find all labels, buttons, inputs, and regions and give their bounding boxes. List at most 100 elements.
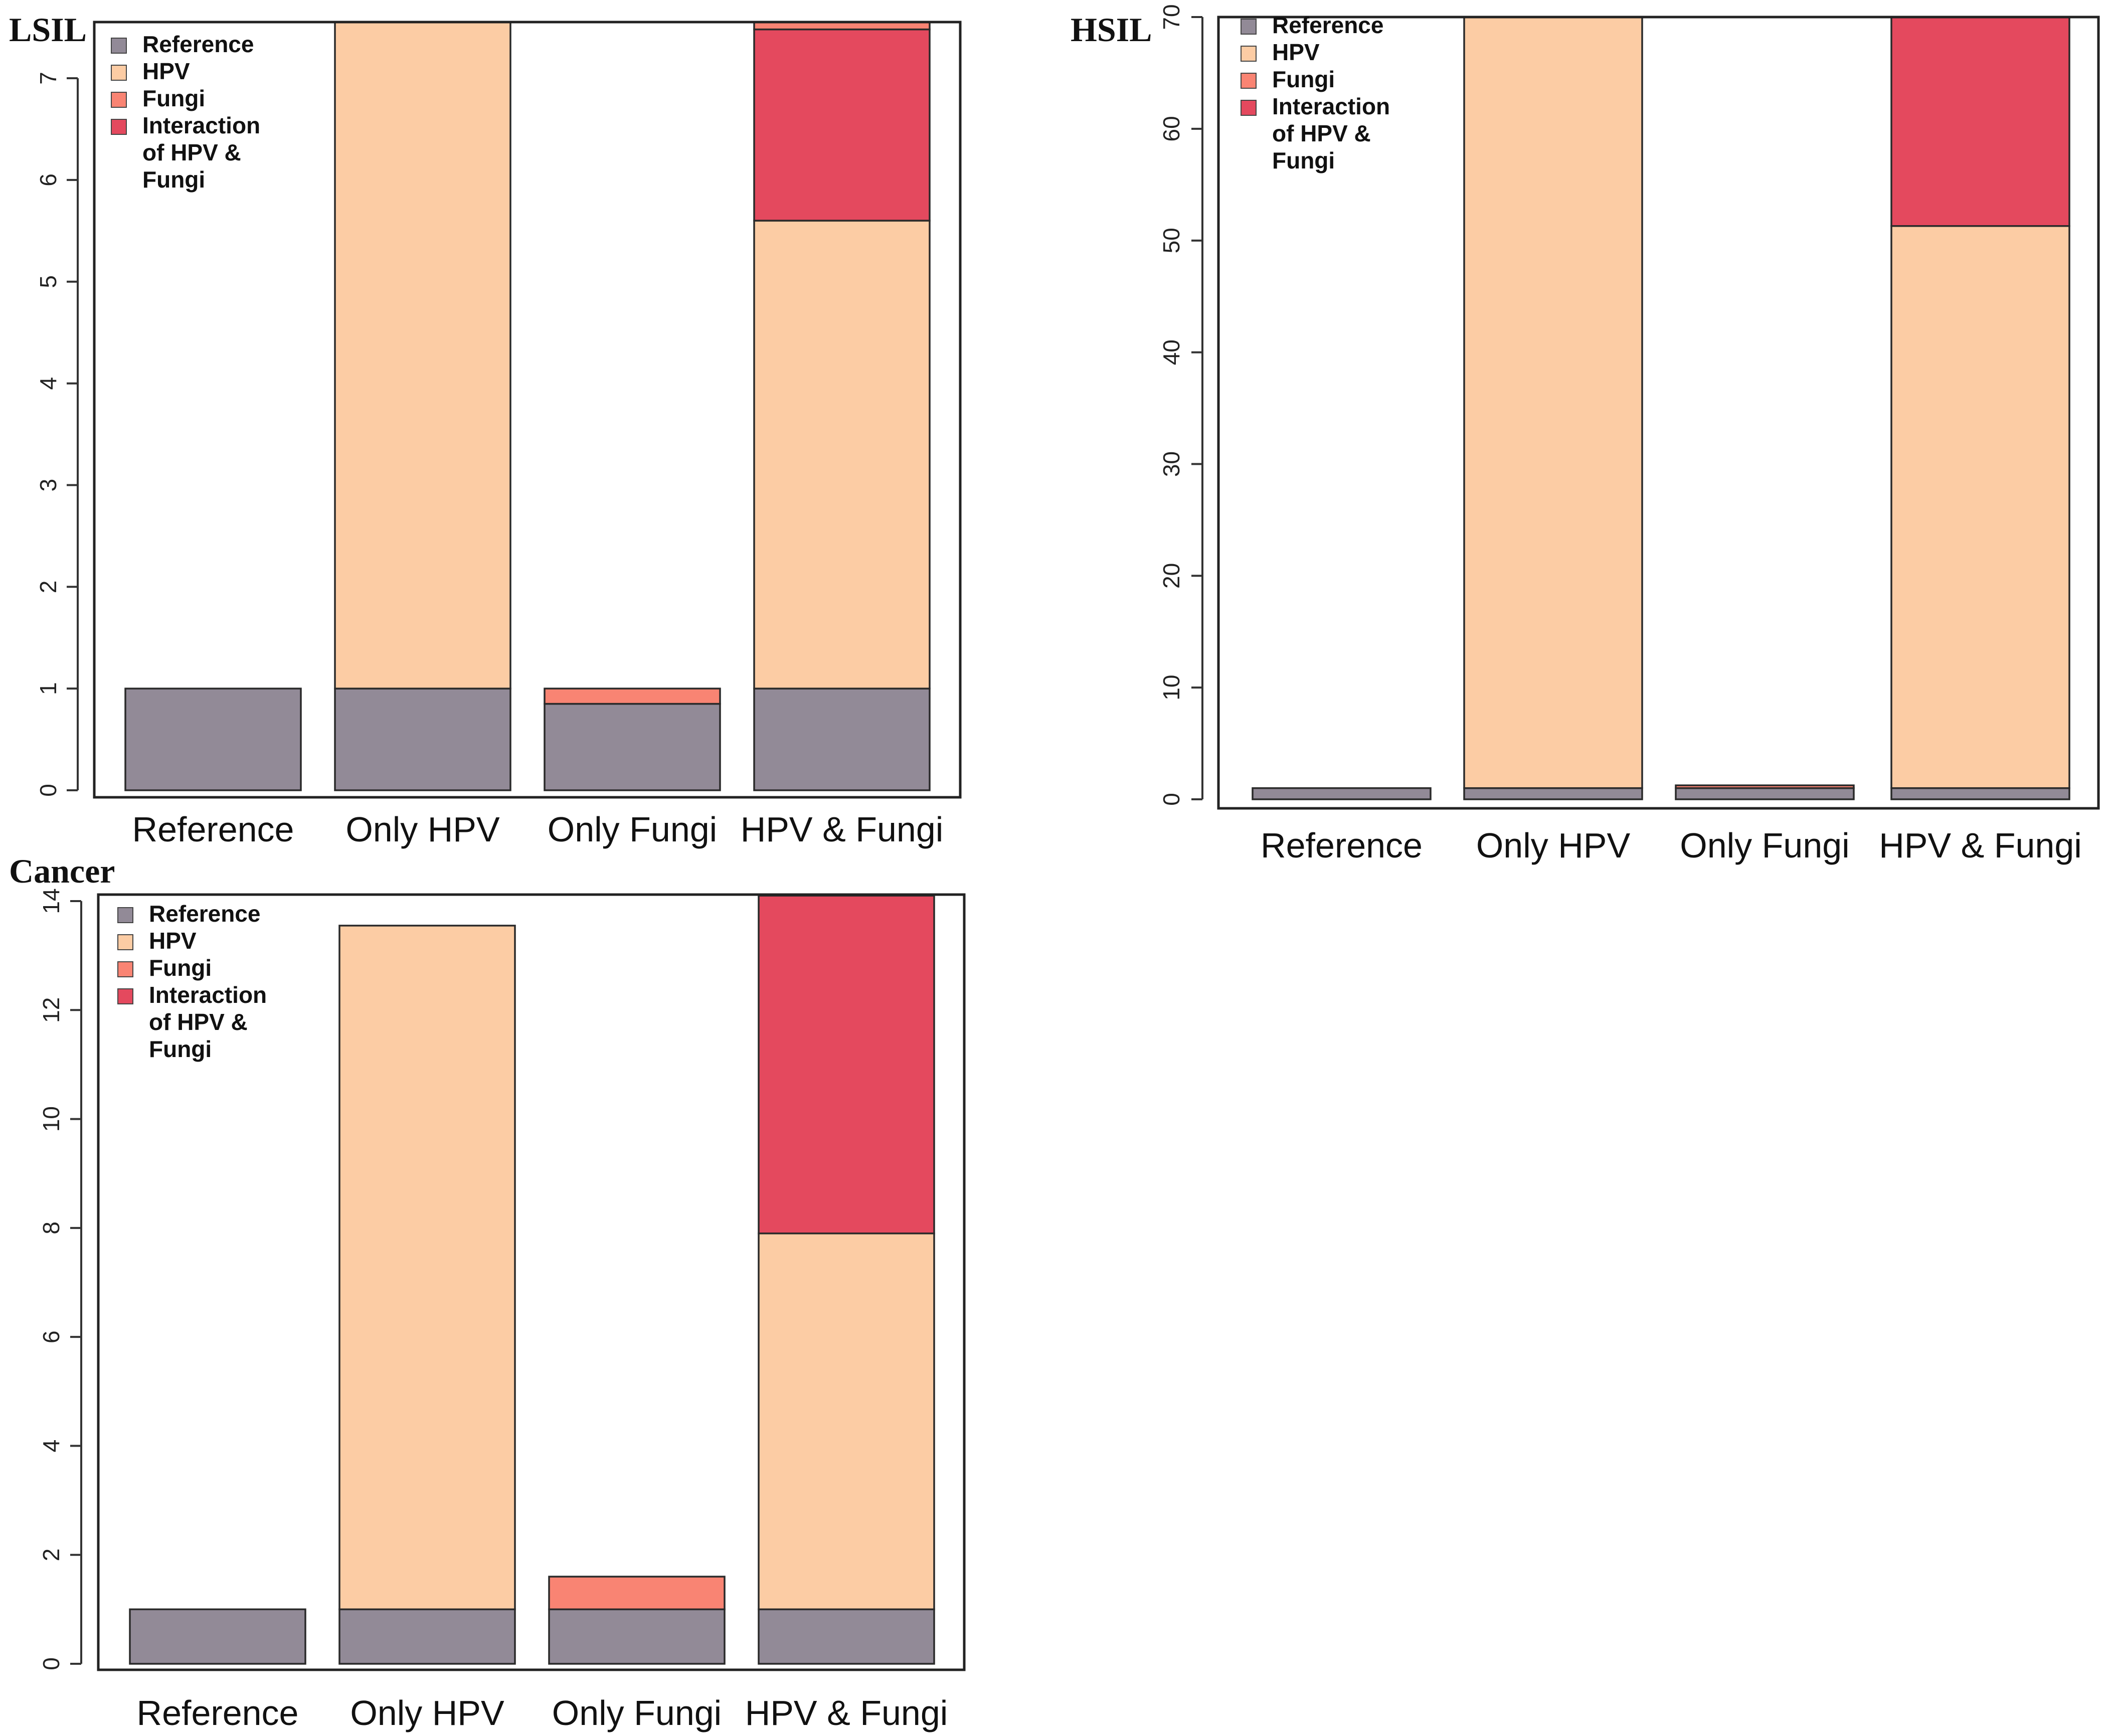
- bar-cancer-hpv-fungi-interaction-of-hpv-fungi: [758, 895, 935, 1235]
- y-tick-label-lsil-2: 2: [35, 580, 61, 593]
- legend-label-hsil-0: Reference: [1272, 12, 1383, 38]
- legend-swatch-lsil-0: [111, 38, 127, 54]
- bar-lsil-only-hpv-reference: [334, 687, 511, 791]
- legend-label-hsil-3: Interaction: [1272, 93, 1390, 119]
- y-tick-label-hsil-50: 50: [1158, 228, 1184, 253]
- x-tick-label-hsil-only-hpv: Only HPV: [1476, 826, 1631, 865]
- bar-lsil-hpv-fungi-hpv: [753, 220, 931, 689]
- y-tick-label-lsil-5: 5: [35, 275, 61, 288]
- x-tick-label-cancer-only-fungi: Only Fungi: [552, 1693, 722, 1732]
- x-tick-label-hsil-only-fungi: Only Fungi: [1680, 826, 1849, 865]
- legend-swatch-cancer-3: [117, 988, 133, 1004]
- legend-label-hsil-2: Fungi: [1272, 66, 1335, 92]
- y-axis-lsil: 0 1 2 3 4 5 6 7: [35, 72, 79, 797]
- x-tick-label-cancer-only-hpv: Only HPV: [350, 1693, 504, 1732]
- y-tick-label-cancer-8: 8: [38, 1222, 64, 1235]
- y-tick-label-hsil-60: 60: [1158, 116, 1184, 141]
- legend-swatch-hsil-2: [1241, 73, 1257, 89]
- bar-lsil-only-hpv-hpv: [334, 22, 511, 689]
- y-tick-label-hsil-10: 10: [1158, 675, 1184, 701]
- bar-cancer-only-hpv-hpv: [338, 925, 516, 1611]
- x-tick-label-hsil-hpv-fungi: HPV & Fungi: [1879, 826, 2082, 865]
- y-tick-label-cancer-2: 2: [38, 1548, 64, 1561]
- bar-cancer-reference-reference: [129, 1608, 306, 1665]
- legend-label-cancer-5: Fungi: [149, 1036, 212, 1062]
- y-tick-label-cancer-10: 10: [38, 1106, 64, 1132]
- legend-swatch-hsil-3: [1241, 100, 1257, 116]
- legend-label-lsil-0: Reference: [142, 31, 254, 57]
- bar-cancer-hpv-fungi-hpv: [758, 1232, 935, 1611]
- y-axis-cancer: 0 2 4 6 8 10 12 14: [38, 888, 82, 1670]
- panel-title-cancer: Cancer: [9, 852, 115, 890]
- y-tick-label-lsil-4: 4: [35, 377, 61, 390]
- legend-label-lsil-4: of HPV &: [142, 139, 241, 165]
- bar-lsil-hpv-fungi-reference: [753, 687, 931, 791]
- legend-label-cancer-4: of HPV &: [149, 1009, 248, 1035]
- plot-frame-cancer: [97, 893, 966, 1671]
- legend-swatch-lsil-1: [111, 65, 127, 81]
- bar-hsil-hpv-fungi-hpv: [1890, 225, 2070, 789]
- x-tick-label-cancer-hpv-fungi: HPV & Fungi: [745, 1693, 948, 1732]
- x-tick-label-lsil-reference: Reference: [132, 810, 294, 849]
- bar-hsil-only-fungi-fungi: [1675, 784, 1855, 789]
- legend-label-cancer-2: Fungi: [149, 955, 212, 981]
- bar-hsil-only-hpv-hpv: [1463, 17, 1643, 789]
- bar-lsil-reference-reference: [124, 687, 302, 791]
- legend-label-lsil-2: Fungi: [142, 85, 205, 111]
- y-tick-label-cancer-14: 14: [38, 888, 64, 914]
- legend-label-cancer-1: HPV: [149, 928, 197, 954]
- bar-hsil-hpv-fungi-interaction-of-hpv-fungi: [1890, 17, 2070, 227]
- panel-hsil: HSIL 0 10 20 30 40 50 60 70 Reference Only HPV On…: [1071, 4, 2100, 865]
- y-tick-label-cancer-4: 4: [38, 1440, 64, 1453]
- y-tick-label-hsil-0: 0: [1158, 793, 1184, 806]
- bar-hsil-reference-reference: [1252, 787, 1432, 800]
- bars-cancer: [129, 895, 935, 1665]
- legend-label-lsil-1: HPV: [142, 58, 190, 84]
- legend-swatch-cancer-1: [117, 934, 133, 950]
- legend-label-cancer-0: Reference: [149, 901, 260, 927]
- legend-swatch-hsil-1: [1241, 46, 1257, 62]
- y-tick-label-hsil-30: 30: [1158, 451, 1184, 477]
- y-tick-label-lsil-7: 7: [35, 72, 61, 85]
- y-tick-label-lsil-3: 3: [35, 479, 61, 492]
- bar-cancer-only-hpv-reference: [338, 1608, 516, 1665]
- legend-swatch-lsil-3: [111, 119, 127, 135]
- y-tick-label-cancer-0: 0: [38, 1657, 64, 1670]
- bar-hsil-only-fungi-reference: [1675, 787, 1855, 800]
- bar-cancer-only-fungi-reference: [548, 1608, 726, 1665]
- bar-hsil-hpv-fungi-reference: [1890, 787, 2070, 800]
- y-tick-label-lsil-6: 6: [35, 173, 61, 187]
- legend-label-lsil-5: Fungi: [142, 166, 205, 193]
- y-tick-label-hsil-40: 40: [1158, 339, 1184, 365]
- legend-swatch-hsil-0: [1241, 19, 1257, 35]
- legend-label-cancer-3: Interaction: [149, 982, 267, 1008]
- legend-label-lsil-3: Interaction: [142, 112, 260, 138]
- legend-label-hsil-1: HPV: [1272, 39, 1320, 65]
- bar-lsil-only-fungi-reference: [544, 703, 721, 791]
- panel-cancer: Cancer 0 2 4 6 8 10 12 14 Reference Only HPV Only…: [9, 852, 966, 1732]
- x-tick-label-lsil-only-hpv: Only HPV: [345, 810, 500, 849]
- x-tick-label-lsil-only-fungi: Only Fungi: [548, 810, 717, 849]
- legend-swatch-cancer-2: [117, 961, 133, 977]
- plot-frame-lsil: [93, 21, 962, 799]
- y-tick-label-cancer-6: 6: [38, 1330, 64, 1343]
- bar-lsil-only-fungi-fungi: [544, 687, 721, 705]
- x-axis-cancer: Reference Only HPV Only Fungi HPV & Fungi: [137, 1693, 948, 1732]
- bar-hsil-only-hpv-reference: [1463, 787, 1643, 800]
- legend-label-hsil-4: of HPV &: [1272, 120, 1371, 146]
- plot-frame-hsil: [1217, 16, 2100, 810]
- y-tick-label-lsil-0: 0: [35, 784, 61, 797]
- legend-swatch-lsil-2: [111, 92, 127, 108]
- y-tick-label-cancer-12: 12: [38, 997, 64, 1023]
- x-tick-label-hsil-reference: Reference: [1261, 826, 1423, 865]
- x-axis-hsil: Reference Only HPV Only Fungi HPV & Fungi: [1261, 826, 2082, 865]
- panel-title-hsil: HSIL: [1071, 11, 1152, 49]
- y-tick-label-hsil-20: 20: [1158, 563, 1184, 589]
- legend-swatch-cancer-0: [117, 907, 133, 923]
- y-axis-hsil: 0 10 20 30 40 50 60 70: [1158, 4, 1203, 806]
